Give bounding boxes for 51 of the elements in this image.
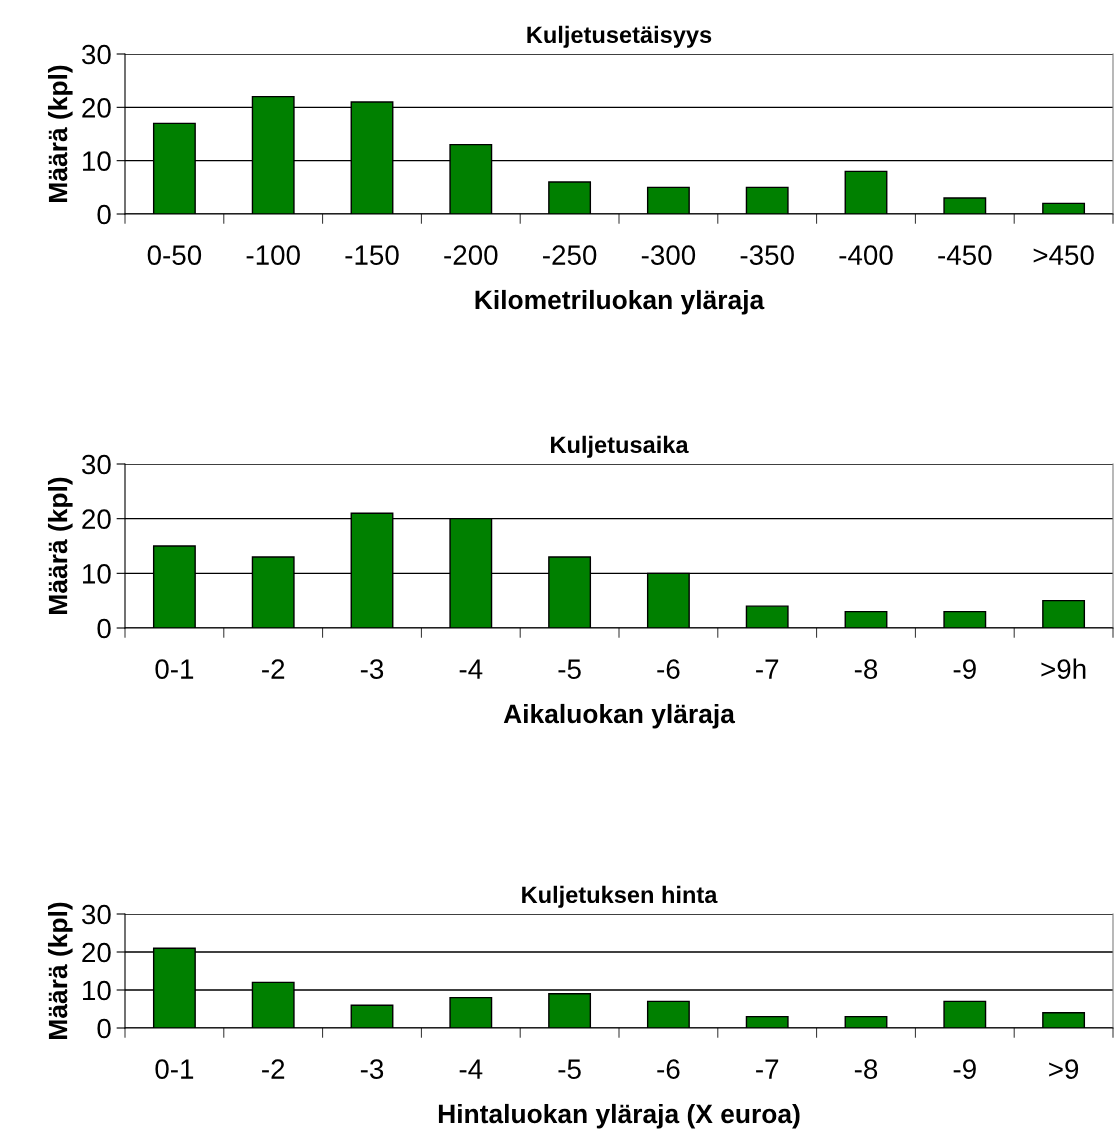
- x-tick-label: 0-1: [155, 1059, 194, 1079]
- x-tick-label: -6: [657, 659, 680, 679]
- x-tick-label: -200: [444, 245, 498, 265]
- y-tick-label: 10: [83, 980, 111, 1001]
- y-tick-label: 20: [82, 942, 111, 963]
- y-tick-label: 0: [97, 618, 111, 639]
- x-tick-label: -9: [953, 1059, 976, 1079]
- y-axis-title: Määrä (kpl): [47, 65, 73, 202]
- y-tick-label: 0: [97, 204, 111, 225]
- x-tick-label: -3: [360, 659, 384, 679]
- x-tick-label: >9h: [1041, 658, 1086, 679]
- x-tick-label: -300: [641, 245, 696, 265]
- y-tick-label: 10: [83, 564, 111, 584]
- x-tick-label: -5: [558, 1059, 581, 1079]
- x-axis-title: Kilometriluokan yläraja: [475, 289, 765, 315]
- x-tick-label: 0-50: [147, 245, 202, 265]
- x-tick-label: -2: [262, 1059, 285, 1079]
- x-tick-label: >9: [1049, 1059, 1079, 1079]
- x-axis-title: Hintaluokan yläraja (X euroa): [438, 1103, 800, 1129]
- x-tick-label: >450: [1033, 245, 1094, 265]
- x-tick-label: -7: [756, 659, 779, 679]
- chart-title: Kuljetuksen hinta: [522, 885, 718, 908]
- x-axis-title: Aikaluokan yläraja: [503, 703, 736, 729]
- y-tick-label: 30: [81, 454, 111, 475]
- chart-title: Kuljetusetäisyys: [527, 25, 712, 48]
- y-tick-label: 30: [81, 44, 111, 65]
- x-tick-label: -4: [459, 1059, 483, 1079]
- y-axis-title: Määrä (kpl): [47, 902, 73, 1039]
- x-tick-label: -450: [938, 245, 992, 265]
- chart-title: Kuljetusaika: [551, 435, 689, 458]
- y-tick-label: 20: [82, 98, 111, 118]
- x-tick-label: -250: [543, 245, 597, 265]
- x-tick-label: -9: [953, 659, 976, 679]
- x-tick-label: -100: [246, 245, 300, 265]
- x-tick-label: -6: [657, 1059, 680, 1079]
- y-tick-label: 20: [82, 509, 111, 530]
- x-tick-label: 0-1: [155, 659, 194, 679]
- x-tick-label: -2: [262, 659, 285, 679]
- x-tick-label: -150: [345, 245, 399, 265]
- x-tick-label: -3: [360, 1059, 384, 1079]
- x-tick-label: -7: [756, 1059, 779, 1079]
- y-axis-title: Määrä (kpl): [47, 477, 73, 614]
- y-tick-label: 10: [83, 151, 111, 172]
- x-tick-label: -350: [740, 245, 794, 265]
- x-tick-label: -5: [558, 659, 581, 679]
- y-tick-label: 30: [81, 904, 111, 925]
- x-tick-label: -8: [854, 1059, 878, 1079]
- x-tick-label: -400: [839, 245, 893, 265]
- x-tick-label: -4: [459, 659, 483, 679]
- y-tick-label: 0: [97, 1018, 111, 1039]
- x-tick-label: -8: [854, 659, 878, 679]
